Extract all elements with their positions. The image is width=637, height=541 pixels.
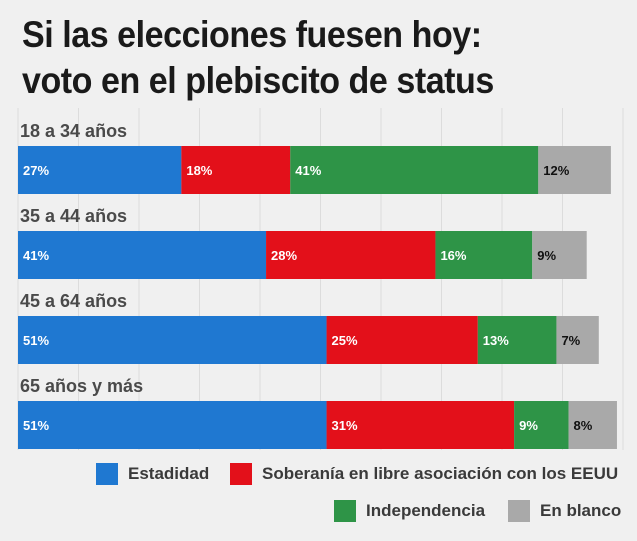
bar-segment <box>556 316 599 364</box>
data-label: 31% <box>332 418 358 433</box>
legend-label-soberania: Soberanía en libre asociación con los EE… <box>262 464 619 483</box>
data-label: 18% <box>186 163 212 178</box>
data-label: 41% <box>23 248 49 263</box>
bar-segment <box>538 146 611 194</box>
bar-segment <box>266 231 436 279</box>
chart-title-line1: Si las elecciones fuesen hoy: <box>22 14 482 55</box>
category-label: 45 a 64 años <box>20 291 127 311</box>
bar-segment <box>532 231 587 279</box>
data-label: 51% <box>23 333 49 348</box>
legend-swatch-estadidad <box>96 463 118 485</box>
data-label: 27% <box>23 163 49 178</box>
bar-segment <box>435 231 533 279</box>
legend-swatch-independencia <box>334 500 356 522</box>
bar-segment <box>326 401 515 449</box>
bar-segment <box>181 146 291 194</box>
legend-item-soberania: Soberanía en libre asociación con los EE… <box>230 463 618 485</box>
data-label: 41% <box>295 163 321 178</box>
data-label: 12% <box>543 163 569 178</box>
data-label: 9% <box>537 248 556 263</box>
data-label: 9% <box>519 418 538 433</box>
bar-segment <box>514 401 569 449</box>
legend-item-estadidad: Estadidad <box>96 463 209 485</box>
category-label: 35 a 44 años <box>20 206 127 226</box>
chart-title-line2: voto en el plebiscito de status <box>22 60 494 101</box>
legend-item-en-blanco: En blanco <box>508 500 621 522</box>
bar-segment <box>326 316 478 364</box>
legend-item-independencia: Independencia <box>334 500 485 522</box>
data-label: 28% <box>271 248 297 263</box>
bar-segment <box>568 401 617 449</box>
bar-segment <box>18 316 327 364</box>
bar-segment <box>18 231 267 279</box>
data-label: 7% <box>561 333 580 348</box>
data-label: 51% <box>23 418 49 433</box>
data-label: 25% <box>332 333 358 348</box>
category-label: 18 a 34 años <box>20 121 127 141</box>
bar-segment <box>18 401 327 449</box>
bar-segment <box>18 146 182 194</box>
legend-label-estadidad: Estadidad <box>128 464 210 483</box>
legend-swatch-en-blanco <box>508 500 530 522</box>
bar-segment <box>290 146 539 194</box>
bar-segment <box>477 316 557 364</box>
data-label: 8% <box>574 418 593 433</box>
data-label: 13% <box>483 333 509 348</box>
chart-title: Si las elecciones fuesen hoy: voto en el… <box>22 12 574 104</box>
legend-swatch-soberania <box>230 463 252 485</box>
category-label: 65 años y más <box>20 376 143 396</box>
legend-label-independencia: Independencia <box>366 501 486 520</box>
legend-label-en-blanco: En blanco <box>540 501 622 520</box>
data-label: 16% <box>440 248 466 263</box>
stacked-bar-chart: 18 a 34 años 27% 18% 41% 12% 35 a 44 años 41% 2… <box>17 108 624 450</box>
